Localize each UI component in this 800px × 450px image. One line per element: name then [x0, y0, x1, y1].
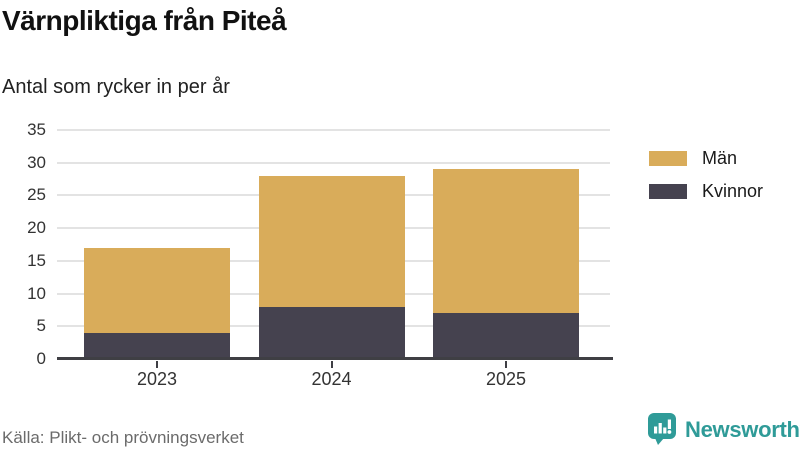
y-tick-label: 20 — [27, 218, 46, 238]
x-tick-2024 — [330, 361, 333, 368]
bar-2023 — [84, 130, 230, 359]
brand-logo: Newsworthy — [647, 412, 800, 448]
y-tick-label: 15 — [27, 250, 46, 270]
bar-segment-män-2025 — [433, 169, 579, 314]
x-tick-label-2024: 2024 — [311, 369, 352, 389]
bar-chart-speech-bubble-icon — [648, 413, 676, 445]
legend-label: Män — [702, 148, 738, 168]
y-tick-label: 30 — [27, 152, 46, 172]
chart-subtitle: Antal som rycker in per år — [2, 76, 230, 98]
bar-segment-män-2023 — [84, 247, 230, 333]
brand-name: Newsworthy — [685, 417, 800, 442]
legend-label: Kvinnor — [702, 181, 764, 201]
legend-item-kvinnor: Kvinnor — [649, 181, 763, 202]
x-tick-2025 — [505, 361, 507, 368]
source-note: Källa: Plikt- och prövningsverket — [2, 428, 244, 447]
x-tick-label-2025: 2025 — [485, 369, 527, 389]
gridline-y35 — [57, 129, 610, 131]
y-tick-label: 10 — [27, 283, 46, 303]
bar-segment-kvinnor-2024 — [258, 306, 405, 359]
bar-segment-kvinnor-2025 — [433, 313, 579, 359]
y-tick-label: 0 — [36, 349, 46, 368]
legend-swatch-män — [649, 151, 687, 166]
x-tick-2023 — [156, 361, 158, 368]
y-tick-label: 35 — [27, 120, 46, 139]
x-tick-label-2023: 2023 — [136, 369, 178, 389]
bar-segment-män-2024 — [258, 175, 405, 307]
bar-2024 — [258, 130, 405, 359]
legend: Män Kvinnor — [649, 148, 763, 214]
gridline-y30 — [57, 161, 610, 164]
y-tick-label: 25 — [27, 185, 46, 205]
bar-2025 — [433, 130, 579, 359]
y-tick-label: 5 — [36, 316, 46, 336]
plot-area — [57, 129, 613, 360]
legend-item-män: Män — [649, 148, 763, 169]
chart-title: Värnpliktiga från Piteå — [2, 5, 287, 36]
bar-segment-kvinnor-2023 — [84, 332, 230, 359]
legend-swatch-kvinnor — [649, 184, 687, 199]
x-axis-line — [57, 357, 613, 360]
